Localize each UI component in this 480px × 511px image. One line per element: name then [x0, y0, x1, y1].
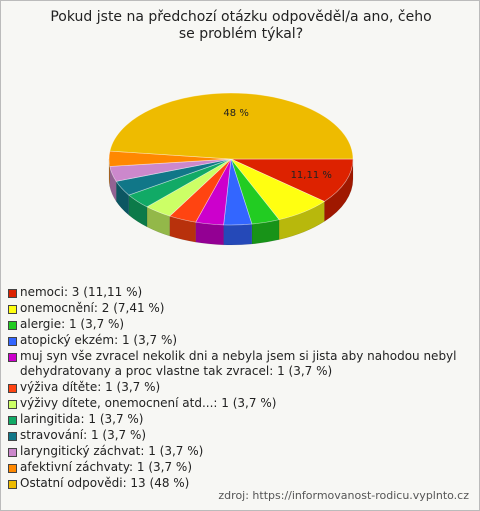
legend-item: alergie: 1 (3,7 %) [8, 317, 468, 332]
legend-item: Ostatní odpovědi: 13 (48 %) [8, 476, 468, 491]
chart: 11,11 % 48 % [108, 92, 354, 246]
legend-label: laringitida: 1 (3,7 %) [20, 412, 144, 426]
legend-swatch [8, 353, 17, 362]
legend-item: afektivní záchvaty: 1 (3,7 %) [8, 460, 468, 475]
chart-title: Pokud jste na předchozí otázku odpověděl… [50, 9, 432, 42]
legend-swatch [8, 448, 17, 457]
slice-side [195, 221, 224, 246]
legend-label: výživy dítete, onemocnení atd...: 1 (3,7… [20, 396, 277, 410]
legend-swatch [8, 400, 17, 409]
legend-item: muj syn vše zvracel nekolik dni a nebyla… [8, 349, 468, 379]
legend-label: Ostatní odpovědi: 13 (48 %) [20, 476, 190, 490]
legend-item: stravování: 1 (3,7 %) [8, 428, 468, 443]
legend-swatch [8, 464, 17, 473]
legend-label: muj syn vše zvracel nekolik dni a nebyla… [20, 349, 457, 378]
legend-item: výživa dítěte: 1 (3,7 %) [8, 380, 468, 395]
legend-label: nemoci: 3 (11,11 %) [20, 285, 143, 299]
legend-swatch [8, 337, 17, 346]
legend-swatch [8, 321, 17, 330]
legend-label: afektivní záchvaty: 1 (3,7 %) [20, 460, 193, 474]
value-label: 11,11 % [291, 170, 332, 181]
legend-label: laryngitický záchvat: 1 (3,7 %) [20, 444, 204, 458]
legend-item: laryngitický záchvat: 1 (3,7 %) [8, 444, 468, 459]
legend-label: výživa dítěte: 1 (3,7 %) [20, 380, 161, 394]
source: zdroj: https://informovanost-rodicu.vypl… [218, 489, 469, 502]
legend-item: nemoci: 3 (11,11 %) [8, 285, 468, 300]
legend: nemoci: 3 (11,11 %) onemocnění: 2 (7,41 %… [8, 285, 468, 492]
slice-side [223, 223, 253, 246]
legend-swatch [8, 416, 17, 425]
legend-item: výživy dítete, onemocnení atd...: 1 (3,7… [8, 396, 468, 411]
legend-label: stravování: 1 (3,7 %) [20, 428, 147, 442]
legend-swatch [8, 432, 17, 441]
legend-label: atopický ekzém: 1 (3,7 %) [20, 333, 178, 347]
legend-item: onemocnění: 2 (7,41 %) [8, 301, 468, 316]
slice [109, 92, 354, 160]
legend-label: alergie: 1 (3,7 %) [20, 317, 125, 331]
legend-swatch [8, 384, 17, 393]
value-label: 48 % [223, 108, 248, 119]
legend-item: laringitida: 1 (3,7 %) [8, 412, 468, 427]
legend-item: atopický ekzém: 1 (3,7 %) [8, 333, 468, 348]
legend-swatch [8, 305, 17, 314]
legend-swatch [8, 480, 17, 489]
legend-swatch [8, 289, 17, 298]
slice [230, 158, 354, 202]
legend-label: onemocnění: 2 (7,41 %) [20, 301, 165, 315]
